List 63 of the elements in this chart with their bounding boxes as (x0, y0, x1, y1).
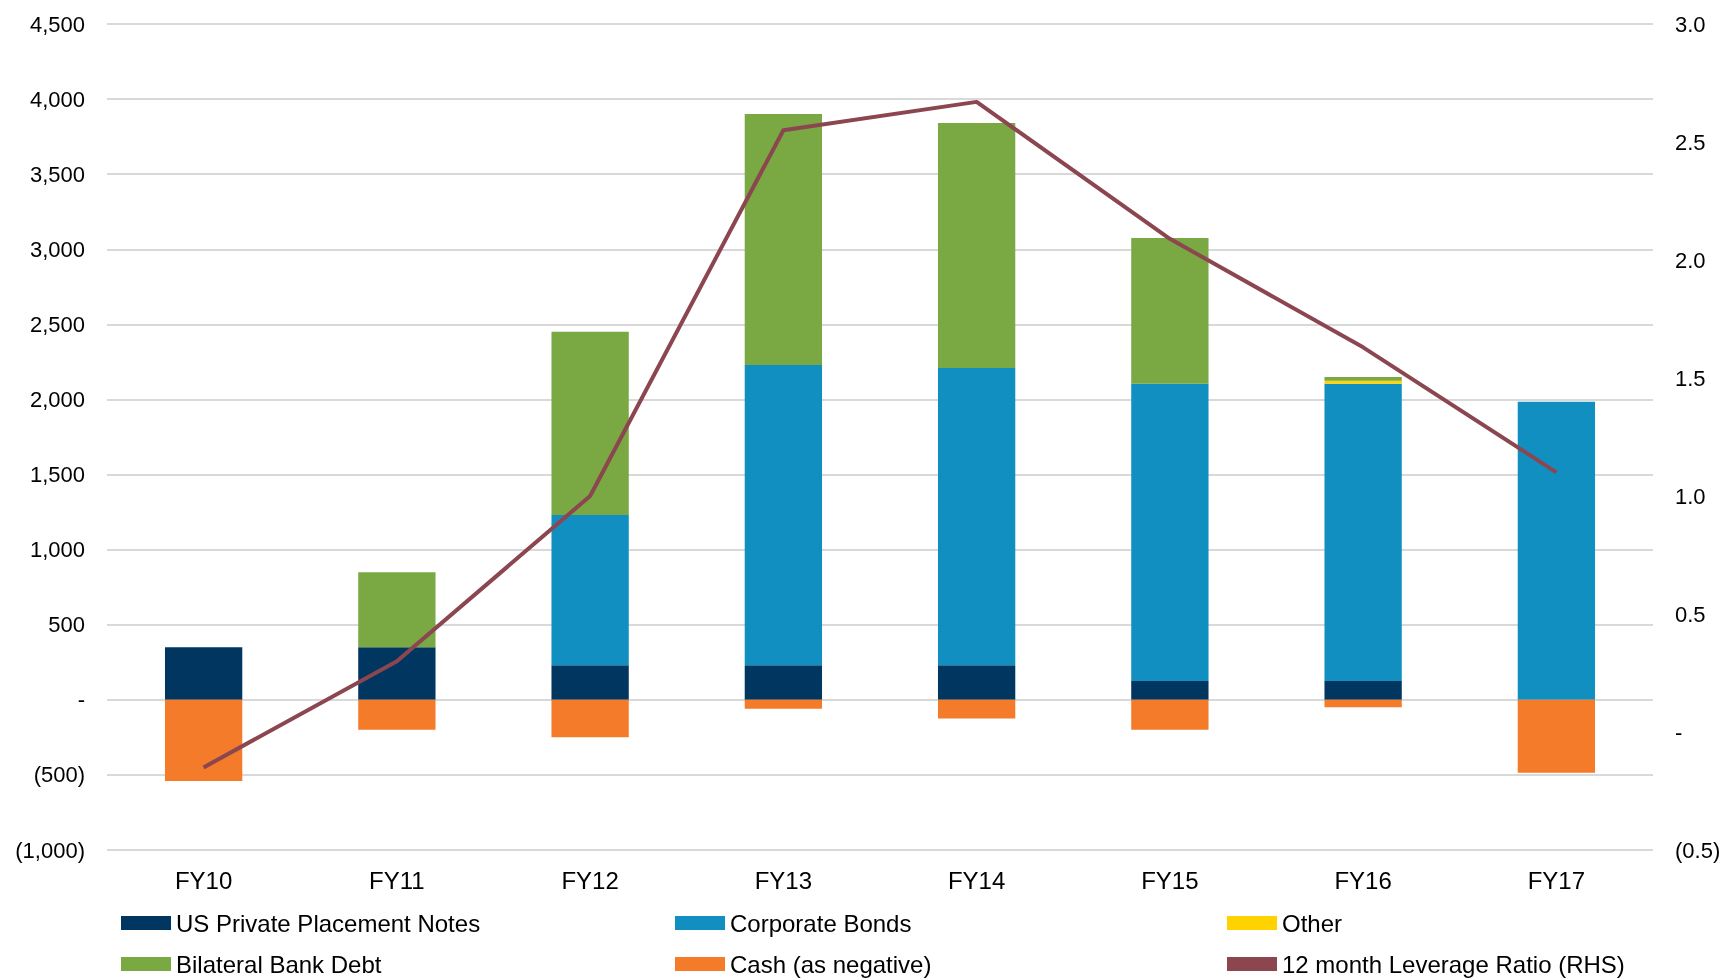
y-tick-label: (500) (33, 762, 85, 788)
bar (164, 647, 243, 700)
bar (1131, 238, 1209, 384)
x-tick-label: FY14 (947, 866, 1006, 894)
x-tick-label: FY15 (1141, 866, 1199, 894)
bar (744, 114, 823, 365)
x-tick-label: FY17 (1527, 866, 1586, 894)
legend-label: Bilateral Bank Debt (176, 950, 382, 978)
legend-label: Corporate Bonds (730, 909, 912, 937)
y-tick-label: 1,000 (29, 537, 85, 563)
bar (1131, 383, 1209, 682)
y2-tick-label: (0.5) (1675, 837, 1721, 863)
bar (1517, 699, 1596, 773)
legend-label: 12 month Leverage Ratio (RHS) (1282, 950, 1625, 978)
y-tick-label: 3,500 (29, 161, 85, 187)
bar (551, 699, 629, 738)
line-series (201, 99, 1559, 770)
bar (937, 123, 1016, 368)
y-tick-label: - (77, 687, 85, 713)
bar (937, 665, 1016, 700)
bar (1324, 681, 1402, 700)
y2-tick-label: 3.0 (1675, 11, 1706, 37)
x-tick-label: FY11 (369, 866, 425, 894)
y2-tick-label: 0.5 (1675, 601, 1706, 627)
x-tick-label: FY12 (561, 866, 619, 894)
y-tick-label: 1,500 (29, 462, 85, 488)
y-tick-label: 500 (48, 612, 85, 638)
y2-tick-label: - (1675, 719, 1683, 745)
bar (1324, 383, 1402, 682)
y2-tick-label: 2.5 (1675, 129, 1706, 155)
bar (358, 647, 436, 700)
bar (1131, 681, 1209, 700)
bar (937, 699, 1016, 719)
bar (1324, 376, 1402, 381)
bar (358, 699, 436, 730)
y2-tick-label: 2.0 (1675, 247, 1706, 273)
bar (164, 699, 243, 781)
legend-label: Cash (as negative) (730, 950, 932, 978)
x-tick-label: FY10 (174, 866, 233, 894)
bar (744, 364, 823, 666)
bar (744, 699, 823, 709)
bar (744, 665, 823, 700)
bar (1517, 401, 1596, 700)
y-tick-label: (1,000) (15, 837, 85, 863)
y2-tick-label: 1.5 (1675, 365, 1706, 391)
y-tick-label: 2,000 (29, 386, 85, 412)
legend-label: US Private Placement Notes (176, 909, 481, 937)
bar (1131, 699, 1209, 730)
y2-tick-label: 1.0 (1675, 483, 1706, 509)
y-tick-label: 2,500 (29, 311, 85, 337)
bar (358, 572, 436, 648)
bar (551, 515, 629, 666)
bar (937, 367, 1016, 666)
y-tick-label: 4,000 (29, 86, 85, 112)
legend-label: Other (1282, 909, 1343, 937)
y-tick-label: 4,500 (29, 11, 85, 37)
x-tick-label: FY16 (1334, 866, 1392, 894)
bar (551, 665, 629, 700)
y-tick-label: 3,000 (29, 236, 85, 262)
bar (551, 331, 629, 516)
bar (1324, 380, 1402, 384)
x-tick-label: FY13 (754, 866, 813, 894)
bar (1324, 699, 1402, 708)
